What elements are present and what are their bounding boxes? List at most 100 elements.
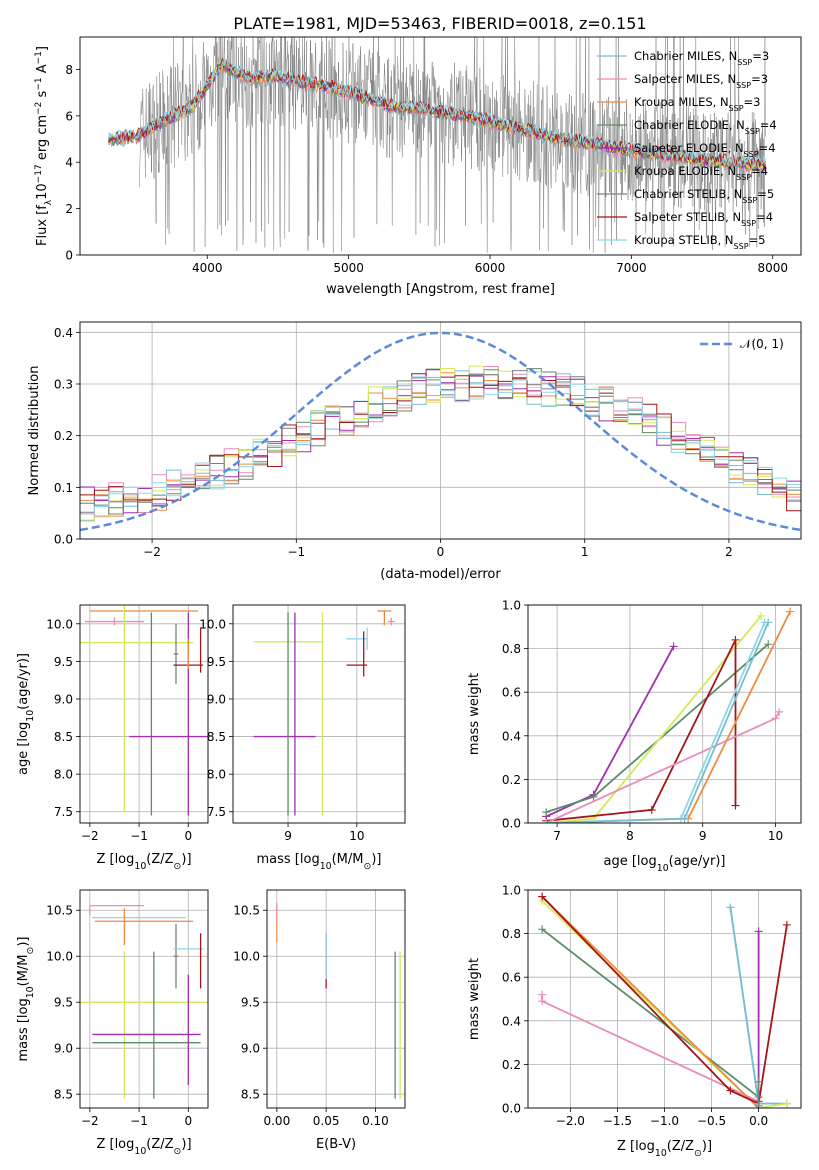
label-part: )] [702, 1139, 712, 1154]
label-part: 10 [134, 1146, 146, 1157]
x-tick-label: −1 [130, 1114, 148, 1128]
x-tick-label: 0.05 [313, 1114, 340, 1128]
plot-area [542, 607, 795, 823]
x-tick-label: 8 [626, 829, 634, 843]
legend-name: Chabrier MILES, N [634, 49, 737, 63]
x-axis-label: age [log10(age/yr)] [604, 854, 726, 874]
axes-frame [527, 889, 802, 1109]
label-part: −1 [34, 77, 44, 90]
series-point [726, 903, 735, 912]
x-tick-label: 0.0 [749, 1114, 768, 1128]
series-point [647, 805, 656, 814]
series-line [758, 1102, 788, 1108]
label-part: mass [log [16, 998, 31, 1061]
y-tick-label: 0.0 [54, 533, 73, 547]
series-line [541, 928, 760, 1098]
legend-name: Kroupa MILES, N [634, 95, 729, 109]
y-tick-label: 0.4 [502, 1014, 521, 1028]
legend-entry: Kroupa ELODIE, NSSP=4 [634, 164, 768, 182]
legend-entry: Chabrier STELIB, NSSP=5 [634, 187, 774, 205]
panel-mass-vs-Z: −2 −1 08.59.09.510.010.5Z [log10(Z/Z⊙)]mas… [16, 889, 209, 1157]
legend-entry: Chabrier ELODIE, NSSP=4 [634, 118, 777, 136]
x-tick-label: 5000 [333, 261, 364, 275]
legend-name: Kroupa STELIB, N [634, 233, 734, 247]
series-line [541, 895, 760, 1108]
series-point [771, 714, 780, 723]
label-part: 10 [655, 1148, 667, 1159]
y-tick-label: 8.5 [207, 730, 226, 744]
series-point [756, 611, 765, 620]
series-point [731, 635, 740, 644]
plot-area [107, 37, 766, 254]
x-tick-label: 0 [184, 1114, 192, 1128]
x-tick-label: −2 [81, 829, 99, 843]
series-point [726, 1086, 735, 1095]
series-point [782, 1099, 791, 1108]
y-tick-label: 0 [65, 249, 73, 263]
y-tick-label: 9.5 [241, 996, 260, 1010]
series-point [669, 642, 678, 651]
legend-count: =5 [749, 233, 766, 247]
label-part: erg cm [35, 115, 50, 164]
x-axis-label: mass [log10(M/M⊙)] [257, 852, 382, 872]
legend-sub: SSP [734, 242, 749, 251]
y-tick-label: 0.3 [54, 378, 73, 392]
y-tick-label: 0.8 [502, 642, 521, 656]
y-tick-label: 10.0 [199, 617, 226, 631]
x-tick-label: −1 [130, 829, 148, 843]
x-tick-label: 7000 [616, 261, 647, 275]
y-tick-label: 2 [65, 202, 73, 216]
legend-count: =4 [756, 210, 773, 224]
legend-name: Salpeter ELODIE, N [634, 141, 744, 155]
label-part: 10 [134, 861, 146, 872]
label-part: −1 [34, 51, 44, 64]
figure-title: PLATE=1981, MJD=53463, FIBERID=0018, z=0… [233, 14, 646, 33]
plot-area [276, 902, 401, 1099]
label-part: (M/M [332, 852, 364, 867]
x-tick-label: 4000 [192, 261, 223, 275]
x-tick-label: 10 [349, 829, 364, 843]
label-part: ] [35, 46, 50, 51]
legend-entry: Salpeter ELODIE, NSSP=4 [634, 141, 776, 159]
y-tick-label: 0.8 [502, 927, 521, 941]
y-tick-label: 9.5 [54, 996, 73, 1010]
y-tick-label: 1.0 [502, 884, 521, 898]
label-part: )] [181, 1137, 191, 1152]
label-part: 10 [657, 863, 669, 874]
plot-area [538, 892, 791, 1108]
panel-age-vs-Z: −2 −1 07.58.08.59.09.510.0Z [log10(Z/Z⊙)]a… [16, 604, 209, 872]
x-tick-label: 2 [725, 545, 733, 559]
legend-name: Kroupa ELODIE, N [634, 164, 736, 178]
y-tick-label: 8.0 [54, 768, 73, 782]
legend-sub: SSP [737, 58, 752, 67]
legend-count: =5 [757, 187, 774, 201]
legend-name: Salpeter MILES, N [634, 72, 736, 86]
label-part: )] [181, 852, 191, 867]
y-tick-label: 9.5 [207, 655, 226, 669]
label-part: (Z/Z [146, 852, 173, 867]
legend-count: =3 [751, 72, 768, 86]
y-tick-label: 10.5 [233, 904, 260, 918]
x-tick-label: 7 [553, 829, 561, 843]
label-part: ⊙ [694, 1148, 702, 1159]
series-point [542, 808, 551, 817]
label-part: age [log [604, 854, 657, 869]
label-part: age [log [16, 722, 31, 775]
label-part: Z [log [617, 1139, 655, 1154]
x-tick-label: −1 [287, 545, 305, 559]
series-point [731, 801, 740, 810]
label-part: (age/yr)] [669, 854, 726, 869]
label-part: (Z/Z [667, 1139, 694, 1154]
label-part: )] [16, 937, 31, 947]
label-part: ⊙ [363, 861, 371, 872]
x-tick-label: 6000 [475, 261, 506, 275]
label-part: A [35, 64, 50, 77]
x-tick-label: 0.10 [362, 1114, 389, 1128]
y-tick-label: 0.1 [54, 481, 73, 495]
x-tick-label: 8000 [757, 261, 788, 275]
legend-entry: Salpeter MILES, NSSP=3 [634, 72, 768, 90]
legend-sub: SSP [736, 81, 751, 90]
